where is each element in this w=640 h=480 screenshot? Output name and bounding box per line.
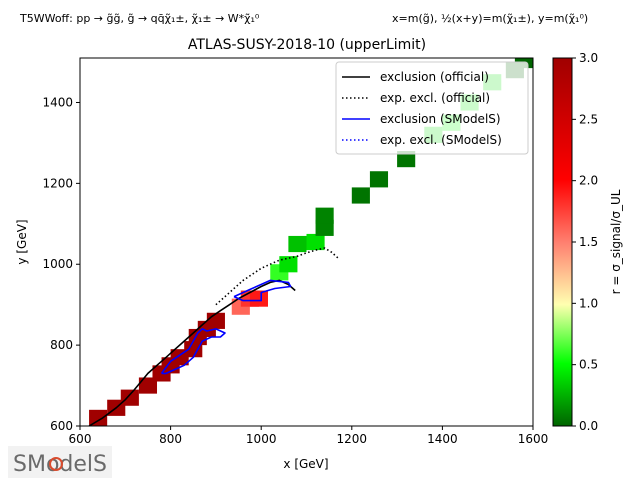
y-tick-label: 600 (50, 419, 73, 433)
y-axis-label: y [GeV] (15, 219, 29, 264)
y-tick-label: 800 (50, 338, 73, 352)
legend-label-official-exclusion: exclusion (official) (380, 70, 489, 84)
heatmap-cell (315, 207, 334, 224)
y-tick-label: 1400 (42, 95, 73, 109)
colorbar-gradient (552, 57, 573, 427)
colorbar-ticks: 0.0 0.5 1.0 1.5 2.0 2.5 3.0 (572, 51, 598, 433)
heatmap-cell (89, 409, 108, 426)
colorbar-label: r = σ_signal/σ_UL (609, 189, 623, 294)
colorbar: 0.0 0.5 1.0 1.5 2.0 2.5 3.0 r = σ_signal/σ_UL (552, 51, 623, 433)
colorbar-tick-label: 1.5 (579, 235, 598, 249)
colorbar-tick-label: 3.0 (579, 51, 598, 65)
x-tick-label: 800 (159, 432, 182, 446)
header-right-text: x=m(g̃), ½(x+y)=m(χ̃₁±), y=m(χ̃₁⁰) (392, 12, 588, 25)
heatmap-cell (249, 290, 268, 307)
logo-background (8, 446, 112, 478)
x-axis-ticks: 600 800 1000 1200 1400 1600 (69, 426, 549, 446)
x-axis-label: x [GeV] (283, 457, 328, 471)
colorbar-tick-label: 0.0 (579, 419, 598, 433)
x-tick-label: 1600 (518, 432, 549, 446)
legend-label-smodels-expected: exp. excl. (SModelS) (380, 133, 502, 147)
contour-line-3 (160, 328, 226, 375)
heatmap-cell (369, 171, 389, 188)
logo-dot (49, 457, 63, 471)
colorbar-tick-label: 1.0 (579, 296, 598, 310)
legend-box (335, 61, 529, 155)
contour-line-1 (88, 279, 296, 427)
legend: exclusion (official) exp. excl. (officia… (335, 61, 529, 155)
heatmap-cell (288, 235, 307, 253)
heatmap-cell (351, 187, 370, 204)
y-tick-label: 1200 (42, 176, 73, 190)
y-tick-label: 1000 (42, 257, 73, 271)
logo-text: SModelS (13, 452, 107, 477)
x-tick-label: 1200 (337, 432, 368, 446)
x-tick-label: 1400 (427, 432, 458, 446)
colorbar-tick-label: 2.0 (579, 174, 598, 188)
x-tick-label: 1000 (246, 432, 277, 446)
heatmap-cell (279, 256, 298, 273)
contour-line-4 (233, 279, 292, 302)
chart-title: ATLAS-SUSY-2018-10 (upperLimit) (188, 37, 426, 53)
legend-label-official-expected: exp. excl. (official) (380, 91, 490, 105)
contour-lines (88, 247, 339, 427)
header-left-text: T5WWoff: pp → g̃g̃, g̃ → qq̄χ̃₁±, χ̃₁± →… (19, 12, 260, 25)
smodels-logo: SModelS (8, 446, 112, 478)
heatmap-cell (397, 151, 416, 168)
y-axis-ticks: 600 800 1000 1200 1400 (42, 95, 80, 433)
heatmap-cell (120, 389, 139, 406)
heatmap-cell (306, 233, 325, 251)
legend-label-smodels-exclusion: exclusion (SModelS) (380, 112, 501, 126)
colorbar-tick-label: 0.5 (579, 358, 598, 372)
heatmap-cell (206, 312, 225, 329)
contour-line-2 (215, 247, 339, 306)
plot-frame (79, 57, 534, 427)
colorbar-tick-label: 2.5 (579, 112, 598, 126)
x-tick-label: 600 (69, 432, 92, 446)
